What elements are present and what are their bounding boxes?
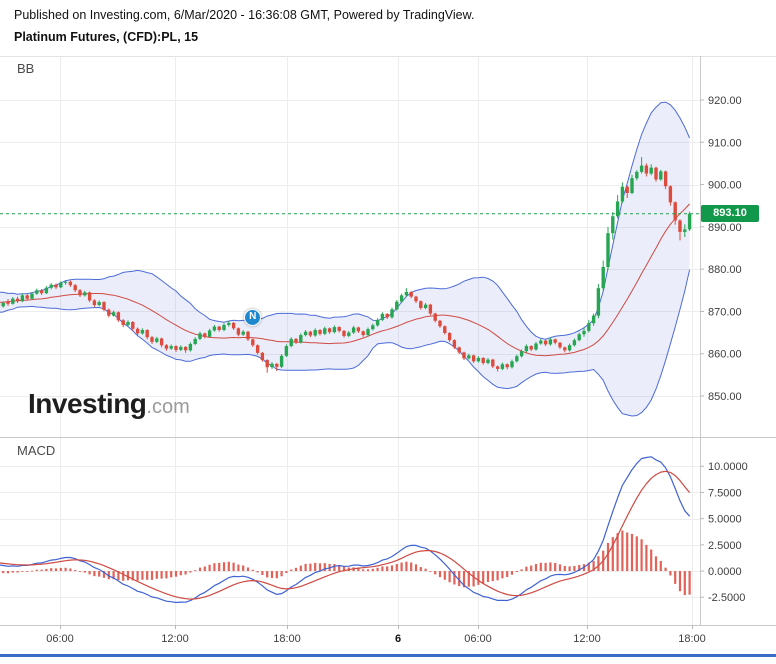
macd-indicator-label: MACD [17, 443, 56, 458]
price-tick-label: 900.00 [708, 180, 742, 192]
bb-indicator-label: BB [17, 61, 35, 76]
gridlines [0, 56, 700, 625]
macd-tick-label: 5.0000 [708, 514, 742, 526]
time-tick-label: 18:00 [273, 633, 301, 645]
time-tick-label: 18:00 [678, 633, 706, 645]
news-marker[interactable]: N [244, 309, 262, 327]
macd-axis[interactable]: 10.0000 7.5000 5.0000 2.5000 0.0000 -2.5000 [700, 461, 748, 604]
time-tick-label: 12:00 [161, 633, 189, 645]
last-price-badge: 893.10 [701, 205, 759, 223]
watermark-suffix: .com [146, 396, 190, 418]
macd-tick-label: 0.0000 [708, 566, 742, 578]
investing-watermark-logo: Investing.com [28, 388, 190, 420]
candlestick-series [0, 157, 692, 373]
time-tick-label: 06:00 [464, 633, 492, 645]
macd-tick-label: 2.5000 [708, 540, 742, 552]
price-tick-label: 920.00 [708, 95, 742, 107]
bb-lower-line [0, 269, 691, 417]
macd-line [0, 456, 691, 604]
bb-fill-area [0, 102, 690, 416]
price-axis[interactable]: 920.00 910.00 900.00 890.00 880.00 870.00 860.… [700, 95, 742, 403]
macd-signal-line [0, 470, 691, 600]
price-tick-label: 850.00 [708, 391, 742, 403]
watermark-brand: Investing [28, 388, 147, 419]
time-axis[interactable]: 06:00 12:00 18:00 6 06:00 12:00 18:00 [46, 625, 706, 645]
price-tick-label: 890.00 [708, 222, 742, 234]
price-tick-label: 860.00 [708, 349, 742, 361]
time-tick-label: 12:00 [573, 633, 601, 645]
macd-tick-label: 10.0000 [708, 461, 748, 473]
main-price-pane[interactable] [0, 101, 692, 417]
price-tick-label: 910.00 [708, 137, 742, 149]
macd-tick-label: 7.5000 [708, 487, 742, 499]
time-tick-label: 06:00 [46, 633, 74, 645]
macd-tick-label: -2.5000 [708, 592, 745, 604]
range-scrollbar[interactable] [0, 654, 776, 657]
instrument-title: Platinum Futures, (CFD):PL, 15 [14, 30, 199, 44]
price-tick-label: 880.00 [708, 264, 742, 276]
published-line: Published on Investing.com, 6/Mar/2020 -… [14, 8, 475, 22]
time-tick-label: 6 [395, 633, 401, 645]
macd-pane[interactable] [0, 456, 691, 604]
pane-borders [0, 56, 776, 626]
price-tick-label: 870.00 [708, 306, 742, 318]
